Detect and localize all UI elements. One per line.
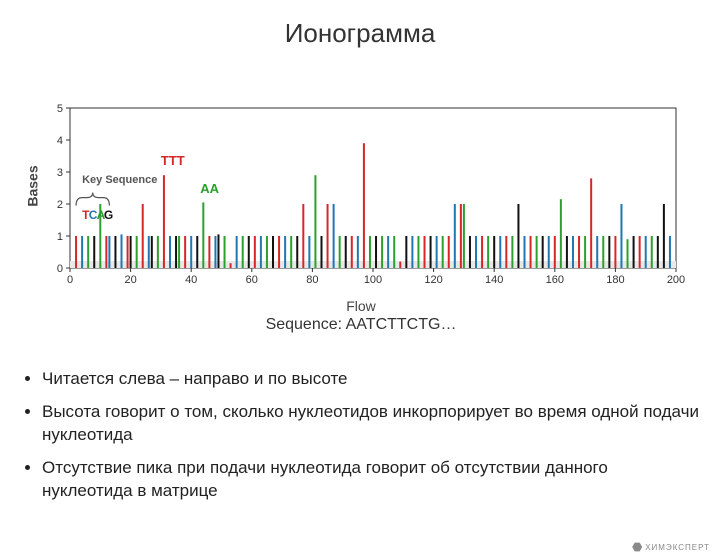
chart-annotation: G [104,208,113,222]
ionogram-chart: 0 1 2 3 4 5 0 20 40 60 80 100 120 140 160 180 200 [46,98,686,298]
brand-text: ХИМЭКСПЕРТ [645,543,710,552]
svg-text:2: 2 [57,199,63,211]
bullet-item: Отсутствие пика при подачи нуклеотида го… [42,457,700,503]
chart-annotation: TTT [161,153,185,168]
chart-annotation: Key Sequence [82,174,157,186]
svg-text:3: 3 [57,167,63,179]
bullet-item: Читается слева – направо и по высоте [42,368,700,391]
page-title: Ионограмма [0,18,720,49]
description-list: Читается слева – направо и по высоте Выс… [24,368,700,513]
bullet-item: Высота говорит о том, сколько нуклеотидо… [42,401,700,447]
svg-text:180: 180 [606,274,624,286]
svg-text:1: 1 [57,231,63,243]
svg-text:40: 40 [185,274,197,286]
sequence-text: Sequence: AATCTTCTG… [36,316,686,334]
svg-text:160: 160 [546,274,564,286]
chart-annotation: AA [200,181,219,196]
brand-logo: ХИМЭКСПЕРТ [632,542,710,552]
ionogram-chart-region: Bases 012345020406080100120140160180200 … [36,98,686,328]
svg-text:4: 4 [57,135,63,147]
svg-text:140: 140 [485,274,503,286]
svg-text:20: 20 [124,274,136,286]
svg-text:0: 0 [67,274,73,286]
svg-text:60: 60 [246,274,258,286]
hexagon-icon [632,542,642,552]
svg-text:200: 200 [667,274,685,286]
svg-text:120: 120 [424,274,442,286]
svg-text:100: 100 [364,274,382,286]
y-axis-label: Bases [25,165,41,206]
svg-text:0: 0 [57,263,63,275]
x-axis-label: Flow [36,298,686,314]
svg-text:80: 80 [306,274,318,286]
svg-text:5: 5 [57,103,63,115]
